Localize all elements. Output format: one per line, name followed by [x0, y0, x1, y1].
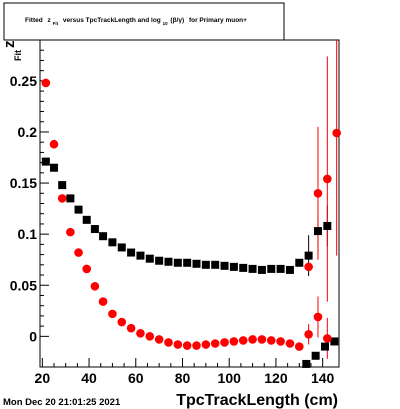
data-point-circle: [82, 264, 92, 274]
data-point-square: [295, 258, 304, 267]
data-point-circle: [192, 341, 201, 350]
y-axis-label: z Fit: [1, 41, 23, 62]
data-point-circle: [98, 297, 108, 306]
data-point-square: [276, 264, 285, 273]
data-point-square: [285, 265, 294, 274]
data-point-square: [173, 258, 182, 267]
axis-ticks: 20 40 60 80 100 120 140 0 0.05 0.1 0.15 0.2 0.25: [10, 49, 335, 386]
x-tick-label: 100: [218, 370, 242, 386]
data-point-square: [304, 251, 313, 260]
y-axis-label-sub: Fit: [13, 50, 23, 61]
data-point-circle: [313, 312, 323, 322]
data-point-square: [66, 194, 75, 203]
data-point-circle: [313, 188, 323, 198]
data-point-circle: [323, 174, 332, 184]
data-point-square: [155, 256, 164, 265]
y-tick-label: 0.2: [18, 124, 38, 140]
data-point-circle: [74, 248, 83, 257]
data-point-square: [248, 264, 257, 273]
data-point-circle: [332, 128, 341, 138]
data-point-square: [108, 238, 117, 247]
data-point-square: [74, 205, 83, 214]
data-point-circle: [145, 332, 155, 341]
data-point-square: [330, 337, 339, 346]
data-point-square: [136, 251, 145, 260]
data-point-circle: [220, 338, 229, 347]
data-point-circle: [238, 336, 248, 345]
data-point-square: [58, 181, 67, 190]
data-point-circle: [229, 337, 239, 346]
data-point-square: [323, 221, 332, 230]
data-point-square: [82, 215, 91, 224]
data-point-circle: [182, 341, 192, 350]
data-point-square: [320, 342, 329, 351]
data-point-circle: [248, 335, 257, 344]
data-point-circle: [154, 335, 164, 344]
data-point-circle: [285, 339, 295, 348]
plot-frame: [39, 39, 340, 368]
y-tick-label: 0.15: [10, 175, 37, 191]
x-tick-label: 140: [311, 370, 335, 386]
x-axis-label: TpcTrackLength (cm): [176, 392, 338, 409]
data-point-square: [90, 225, 99, 234]
y-tick-label: 0: [29, 328, 37, 344]
data-point-square: [220, 261, 229, 270]
data-point-square: [267, 264, 276, 273]
data-point-circle: [276, 337, 285, 346]
data-point-square: [183, 258, 192, 267]
y-tick-label: 0.25: [10, 73, 37, 89]
data-point-square: [127, 248, 136, 257]
data-point-square: [257, 265, 266, 274]
data-point-circle: [108, 309, 117, 319]
data-point-square: [41, 157, 50, 166]
x-tick-label: 80: [175, 370, 191, 386]
data-point-square: [192, 259, 201, 268]
data-point-circle: [66, 227, 75, 237]
data-point-circle: [117, 317, 127, 327]
data-point-circle: [304, 330, 313, 339]
data-point-circle: [257, 335, 267, 344]
data-point-square: [50, 163, 59, 172]
data-point-circle: [126, 323, 136, 333]
data-point-circle: [136, 328, 145, 338]
data-point-square: [239, 263, 248, 272]
error-bars: [308, 40, 338, 359]
data-point-square: [229, 262, 238, 271]
data-point-square: [99, 232, 108, 241]
data-point-square: [302, 359, 311, 368]
data-point-circle: [90, 281, 100, 291]
data-point-square: [201, 260, 210, 269]
x-tick-label: 40: [81, 370, 97, 386]
x-tick-label: 120: [264, 370, 288, 386]
data-point-circle: [201, 340, 211, 349]
x-tick-label: 60: [128, 370, 144, 386]
data-point-circle: [304, 262, 313, 272]
x-tick-label: 20: [35, 370, 51, 386]
data-point-square: [311, 351, 320, 360]
data-point-circle: [49, 139, 59, 149]
chart-title: Fitted z Fit versus TpcTrackLength and l…: [25, 17, 247, 27]
y-tick-label: 0.1: [18, 226, 38, 242]
data-point-circle: [294, 342, 304, 351]
data-point-circle: [41, 78, 51, 88]
data-point-circle: [164, 338, 173, 347]
data-point-circle: [323, 334, 332, 343]
data-point-square: [313, 227, 322, 236]
data-markers: [41, 78, 341, 368]
data-point-square: [164, 257, 173, 266]
data-point-circle: [57, 194, 67, 203]
datestamp: Mon Dec 20 21:01:25 2021: [3, 397, 121, 408]
data-point-square: [211, 260, 220, 269]
data-point-circle: [266, 336, 276, 345]
data-point-square: [117, 243, 126, 252]
title-box: Fitted z Fit versus TpcTrackLength and l…: [3, 2, 285, 41]
data-point-circle: [210, 339, 220, 348]
data-point-square: [145, 254, 154, 263]
data-point-circle: [173, 340, 183, 349]
y-tick-label: 0.05: [10, 277, 37, 293]
y-axis-label-main: z: [1, 41, 18, 49]
